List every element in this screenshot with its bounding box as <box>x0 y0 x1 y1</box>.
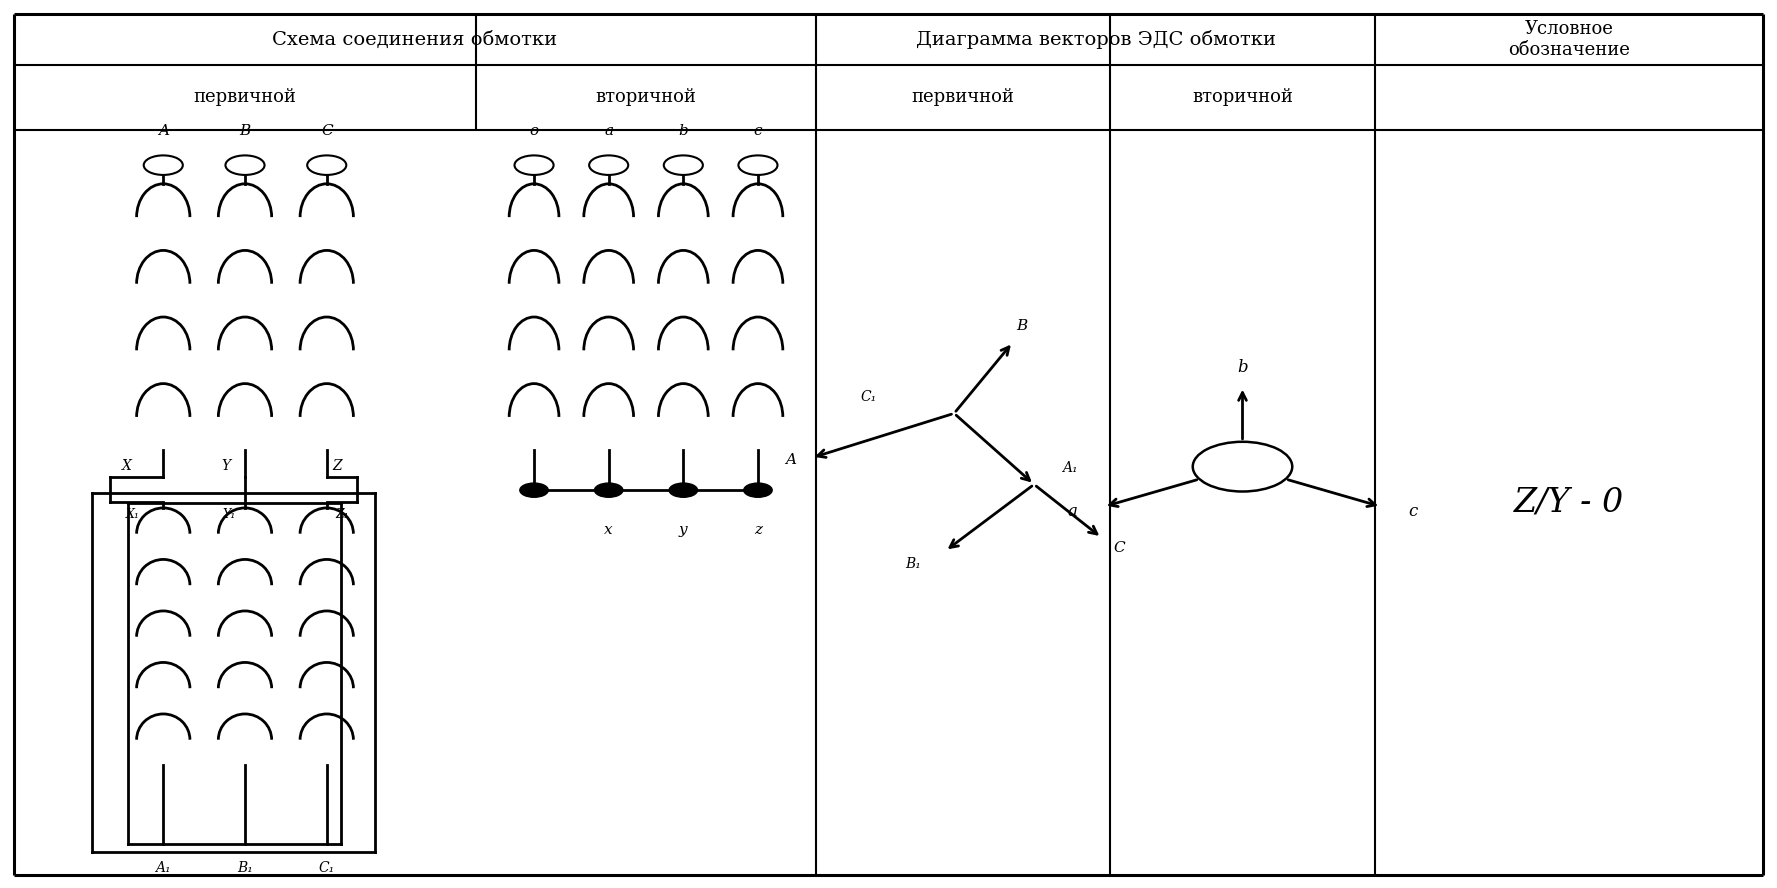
Text: A₁: A₁ <box>155 861 171 876</box>
Text: b: b <box>679 124 688 139</box>
Text: Y₁: Y₁ <box>222 508 236 520</box>
Text: a: a <box>604 124 613 139</box>
Text: Y: Y <box>222 459 231 473</box>
Circle shape <box>595 483 624 497</box>
Text: Z/Y - 0: Z/Y - 0 <box>1514 486 1624 519</box>
Text: C₁: C₁ <box>318 861 334 876</box>
Text: A₁: A₁ <box>1063 462 1077 475</box>
Text: Z: Z <box>332 459 341 473</box>
Circle shape <box>670 483 698 497</box>
Text: B₁: B₁ <box>236 861 252 876</box>
Text: X: X <box>121 459 131 473</box>
Text: y: y <box>679 523 688 537</box>
Text: A: A <box>158 124 169 139</box>
Text: Диаграмма векторов ЭДС обмотки: Диаграмма векторов ЭДС обмотки <box>915 30 1276 49</box>
Circle shape <box>521 483 549 497</box>
Text: первичной: первичной <box>912 88 1015 107</box>
Text: o: o <box>530 124 538 139</box>
Text: Схема соединения обмотки: Схема соединения обмотки <box>272 30 558 49</box>
Text: Условное
обозначение: Условное обозначение <box>1509 20 1630 59</box>
Text: x: x <box>604 523 613 537</box>
Text: C₁: C₁ <box>860 391 876 404</box>
Text: вторичной: вторичной <box>1192 88 1294 107</box>
Circle shape <box>745 483 773 497</box>
Text: первичной: первичной <box>194 88 297 107</box>
Text: C: C <box>1114 542 1125 555</box>
Text: C: C <box>322 124 332 139</box>
Text: X₁: X₁ <box>126 508 140 520</box>
Text: c: c <box>753 124 762 139</box>
Text: a: a <box>1066 503 1077 520</box>
Text: вторичной: вторичной <box>595 88 697 107</box>
Text: B: B <box>1016 320 1027 333</box>
Text: c: c <box>1409 503 1418 520</box>
Text: Z₁: Z₁ <box>336 508 350 520</box>
Text: B₁: B₁ <box>904 558 920 571</box>
Text: A: A <box>785 453 796 466</box>
Text: z: z <box>753 523 762 537</box>
Text: B: B <box>240 124 251 139</box>
Text: b: b <box>1237 359 1247 376</box>
